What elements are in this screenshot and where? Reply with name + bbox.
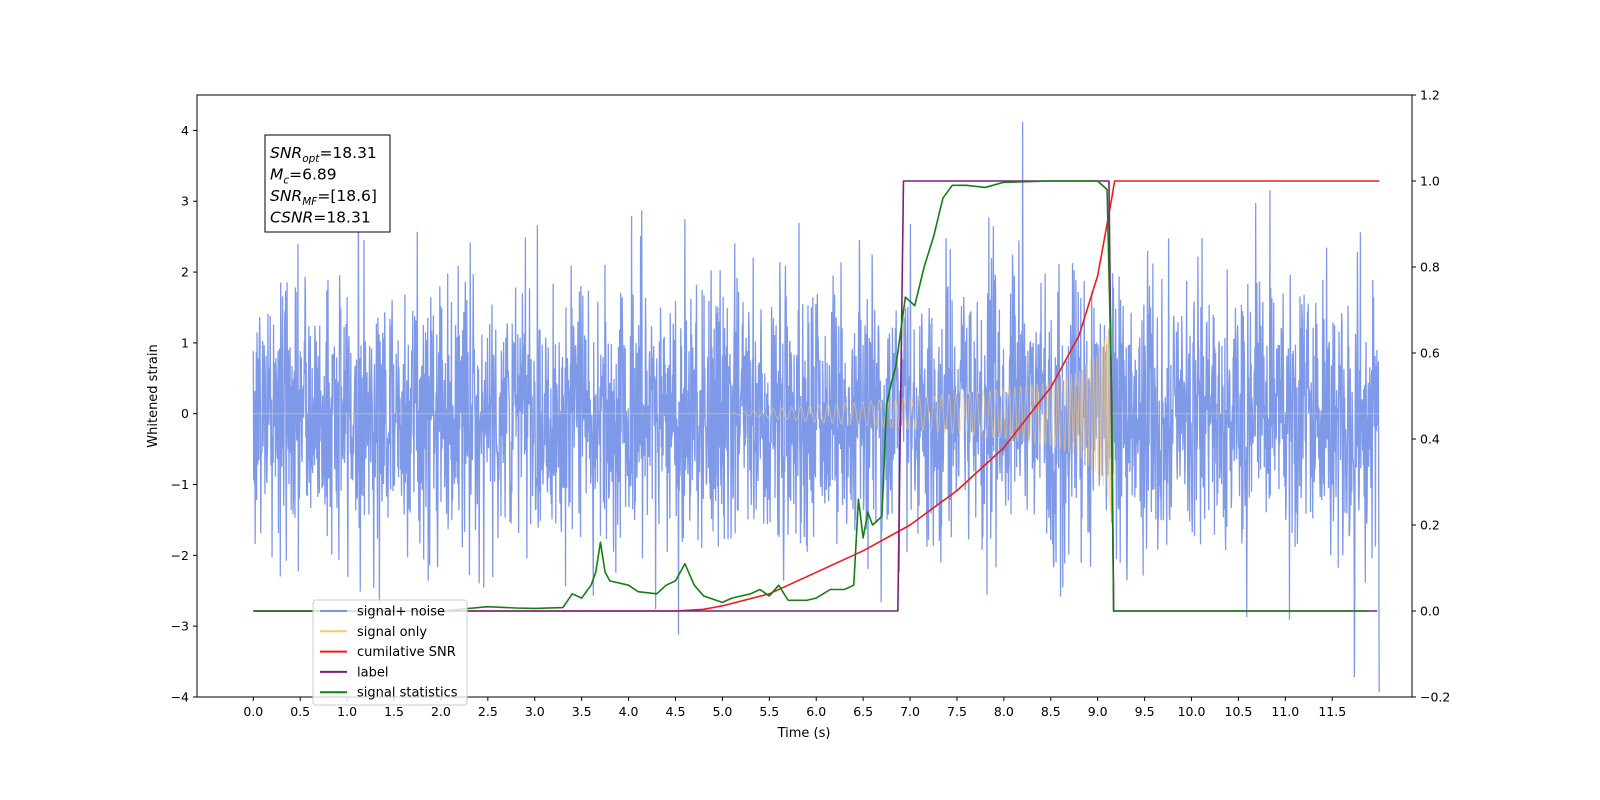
y-tick-label-left: 0 [181,406,189,421]
y-tick-label-right: 0.0 [1420,604,1440,619]
y-tick-label-right: 0.6 [1420,346,1440,361]
x-tick-label: 6.5 [853,704,873,719]
y-tick-label-right: 1.2 [1420,88,1440,103]
x-tick-label: 11.5 [1318,704,1346,719]
y-tick-label-left: 1 [181,335,189,350]
axes-layer: 0.0 0.5 1.0 1.5 2.0 2.5 3.0 3.5 4.0 4.5 5.0 5.5 6.0 6… [171,88,1451,720]
x-tick-label: 10.0 [1178,704,1206,719]
x-tick-label: 2.0 [431,704,451,719]
legend-entries: signal+ noise signal only cumilative SNR la… [320,605,458,701]
x-tick-label: 10.5 [1225,704,1253,719]
x-tick-label: 3.5 [572,704,592,719]
legend-label-label: label [357,665,388,680]
y-tick-label-left: −3 [171,619,189,634]
y-tick-label-left: −2 [171,548,189,563]
x-tick-label: 6.0 [806,704,826,719]
annotation-line: SNRopt=18.31 [270,144,377,165]
series-signal-noise-line [252,121,1380,693]
legend-frame [312,599,468,706]
x-tick-label: 2.5 [478,704,498,719]
x-tick-label: 0.0 [243,704,263,719]
x-tick-label: 9.5 [1135,704,1155,719]
y-tick-label-right: 1.0 [1420,174,1440,189]
y-tick-label-left: −4 [171,690,189,705]
y-axis-label-left: Whitened strain [146,344,161,447]
plot-frame [196,94,1413,698]
x-tick-label: 7.0 [900,704,920,719]
x-tick-label: 7.5 [947,704,967,719]
series-signal-only-line [253,318,1380,519]
y-tick-label-right: 0.4 [1420,432,1440,447]
legend-label-signal-only: signal only [357,625,427,640]
annotation-line: Mc=6.89 [270,166,337,187]
x-tick-label: 3.0 [525,704,545,719]
x-tick-label: 1.5 [384,704,404,719]
annotation-lines: SNRopt=18.31Mc=6.89SNRMF=[18.6]CSNR=18.3… [270,144,377,227]
x-tick-label: 5.0 [712,704,732,719]
y-tick-label-left: 4 [181,123,189,138]
legend-label-signal-statistics: signal statistics [357,686,458,701]
legend-label-signal-noise: signal+ noise [357,605,445,620]
x-tick-label: 0.5 [290,704,310,719]
series-layer [252,121,1380,693]
stats-annotation-box: SNRopt=18.31Mc=6.89SNRMF=[18.6]CSNR=18.3… [264,134,391,233]
x-tick-label: 8.0 [994,704,1014,719]
x-axis-label: Time (s) [777,726,831,741]
x-tick-label: 1.0 [337,704,357,719]
x-tick-label: 8.5 [1041,704,1061,719]
annotation-line: SNRMF=[18.6] [270,187,377,208]
annotation-line: CSNR=18.31 [270,209,371,227]
legend: signal+ noise signal only cumilative SNR la… [312,599,468,706]
series-signal-statistics-line [253,180,1370,612]
y-tick-label-left: 2 [181,265,189,280]
legend-label-cumilative-snr: cumilative SNR [357,645,456,660]
x-tick-label: 11.0 [1271,704,1299,719]
x-tick-label: 9.0 [1088,704,1108,719]
y-tick-label-right: 0.2 [1420,518,1440,533]
x-tick-label: 4.0 [619,704,639,719]
x-tick-label: 5.5 [759,704,779,719]
y-tick-label-right: 0.8 [1420,260,1440,275]
annotation-frame [264,134,391,233]
y-tick-label-left: 3 [181,194,189,209]
y-tick-label-left: −1 [171,477,189,492]
y-tick-label-right: −0.2 [1420,690,1450,705]
x-tick-label: 4.5 [666,704,686,719]
